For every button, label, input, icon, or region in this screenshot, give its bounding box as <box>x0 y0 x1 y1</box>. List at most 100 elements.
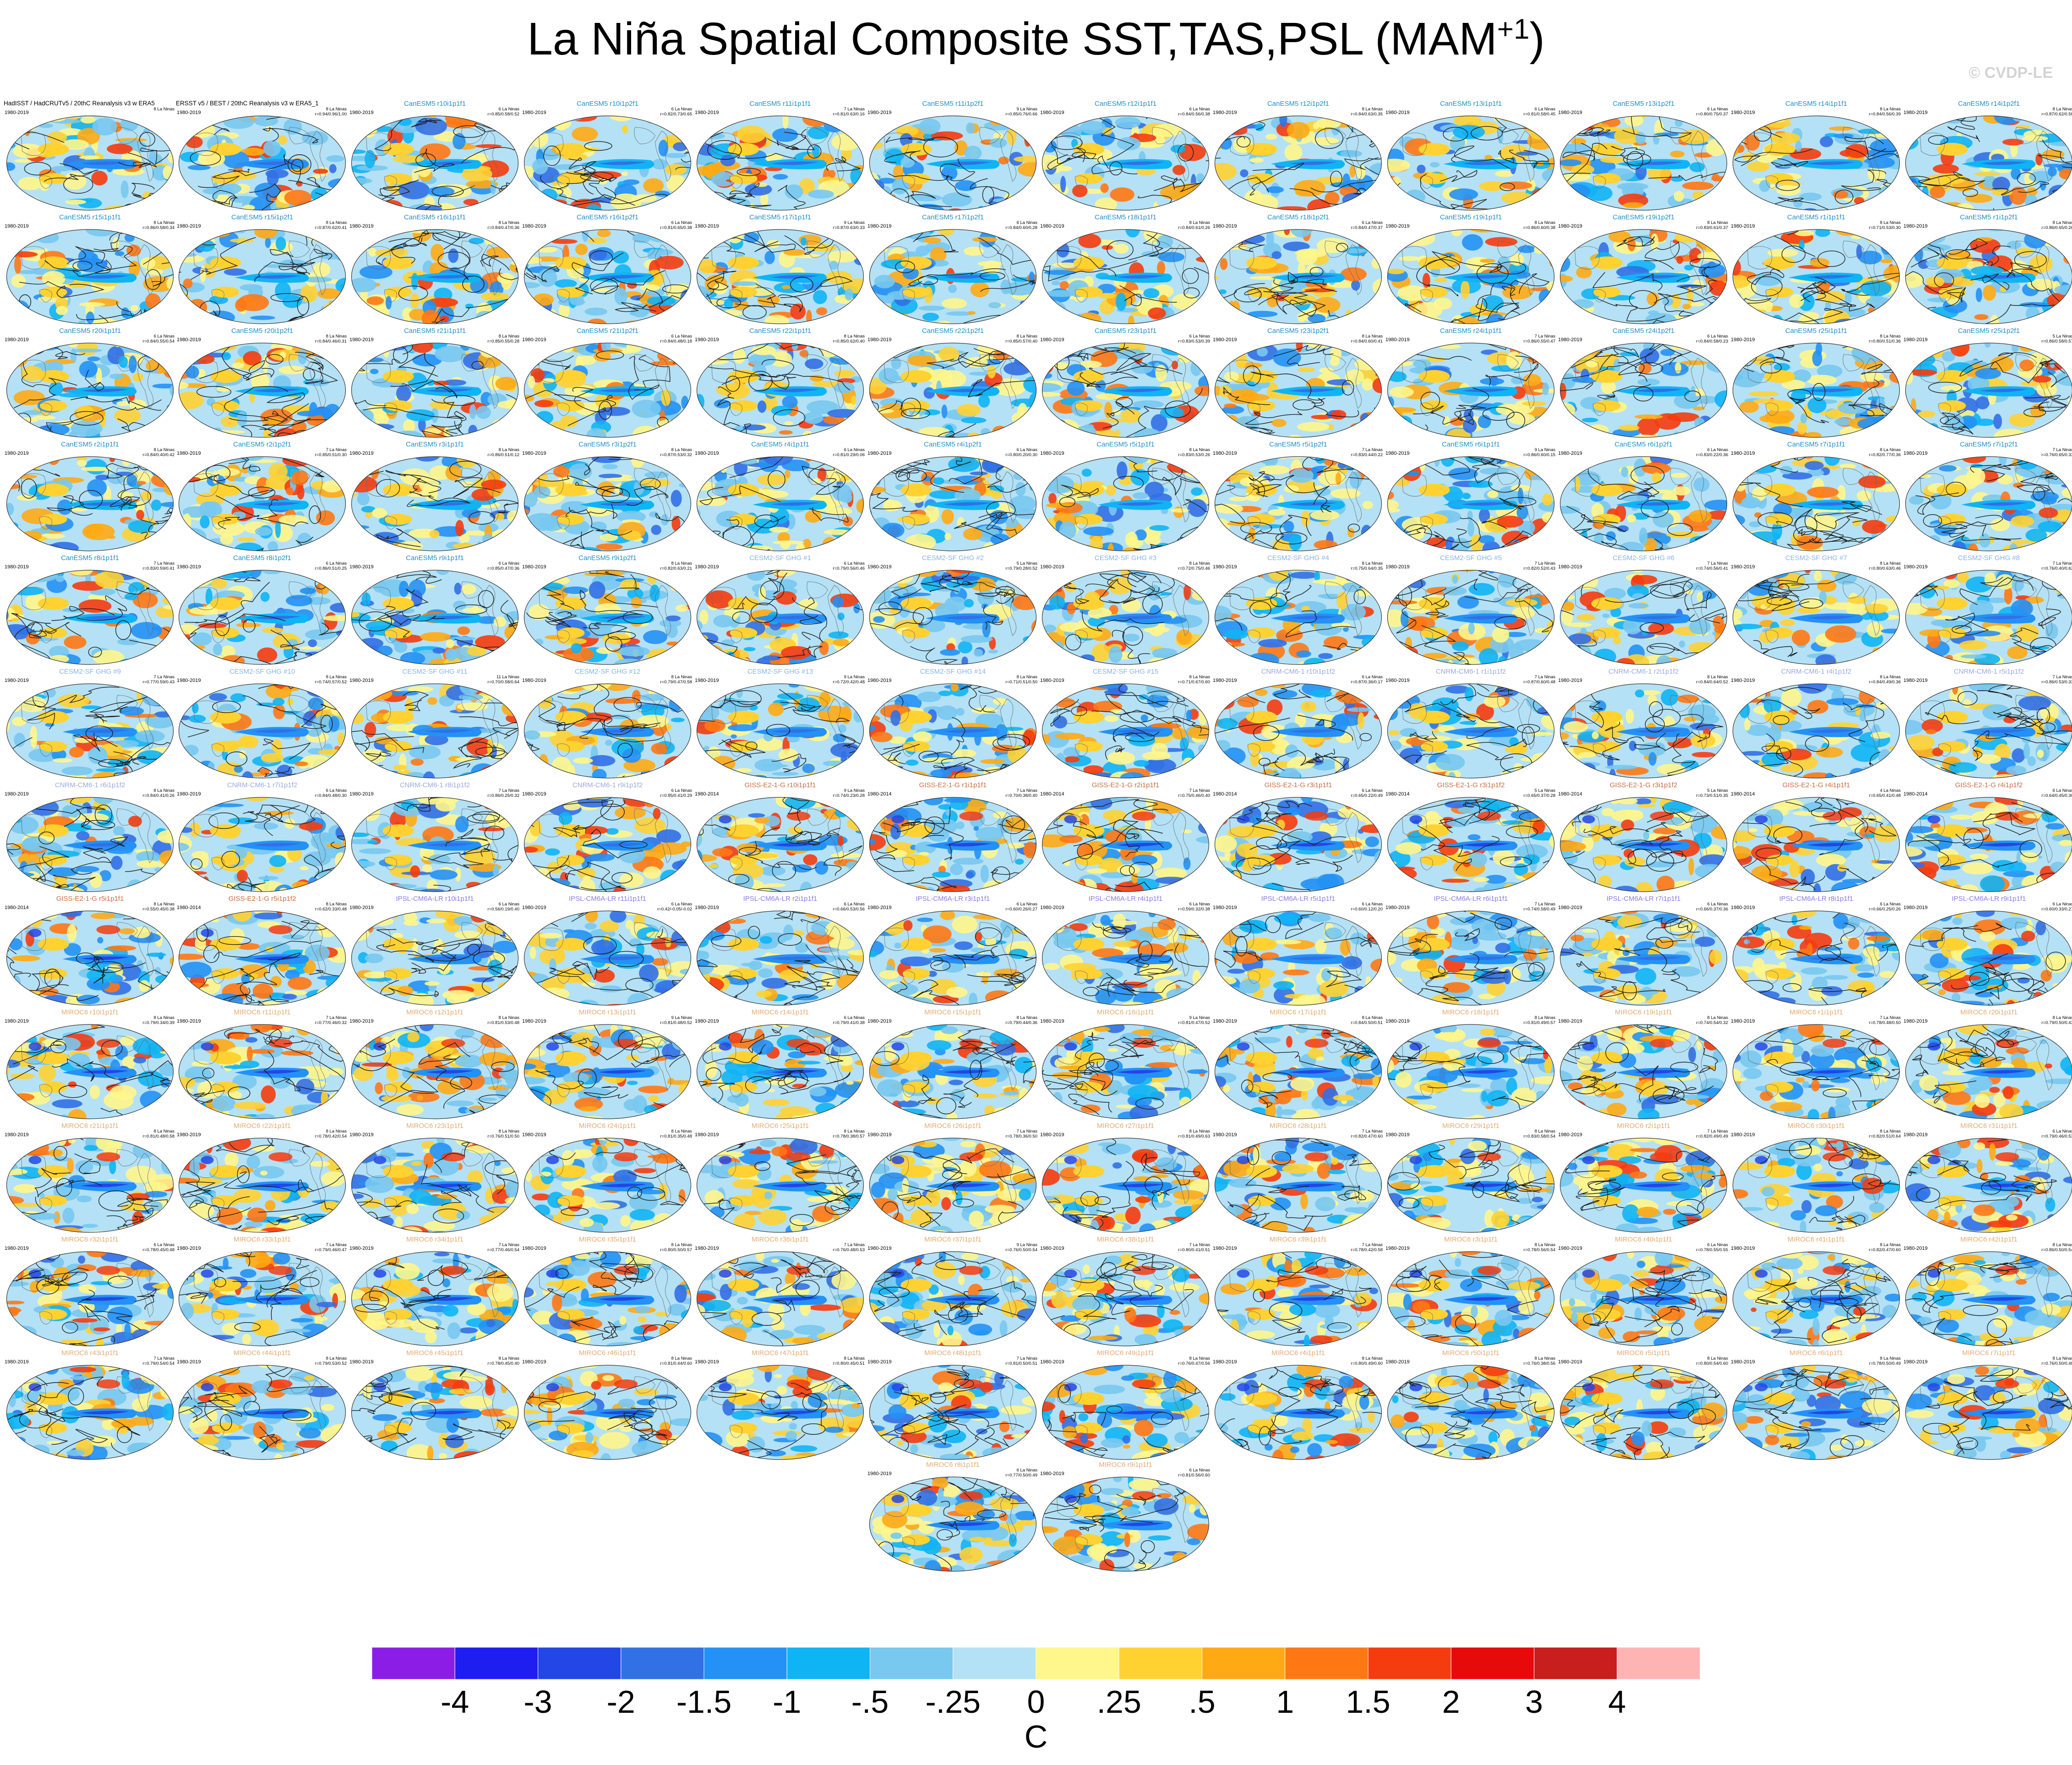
panel-title: GISS-E2-1-G r3i1p1f1 <box>1264 781 1332 789</box>
panel-title: CanESM5 r24i1p2f1 <box>1612 327 1675 335</box>
panel-stats: 8 La Ninas r=0.83/0.58/0.54 <box>1524 1129 1555 1139</box>
panel-title: CESM2-SF GHG #4 <box>1267 554 1330 562</box>
panel-years: 1980-2019 <box>695 223 719 229</box>
panel-years: 1980-2019 <box>349 1246 374 1251</box>
map-panel: MIROC6 r24i1p1f1 1980-2019 8 La Ninas r=0.8… <box>521 1122 694 1237</box>
figure-title: La Niña Spatial Composite SST,TAS,PSL (M… <box>0 13 2072 65</box>
panel-pattern-correlation: r=0.79/0.41/0.38 <box>833 1020 865 1025</box>
panel-pattern-correlation: r=0.86/0.51/0.12 <box>487 452 519 458</box>
composite-map <box>1732 1251 1900 1346</box>
composite-map <box>1559 1024 1728 1119</box>
composite-map <box>696 910 864 1006</box>
panel-stats: 9 La Ninas r=0.87/0.63/0.33 <box>833 220 865 230</box>
panel-stats: 6 La Ninas r=0.56/0.19/0.40 <box>488 902 519 912</box>
composite-map <box>1214 570 1382 665</box>
panel-event-count: 6 La Ninas <box>844 1015 865 1020</box>
panel-pattern-correlation: r=0.77/0.59/0.43 <box>142 680 174 685</box>
panel-map <box>4 1363 176 1464</box>
panel-event-count: 8 La Ninas <box>844 1129 865 1134</box>
panel-event-count: 6 La Ninas <box>1707 107 1728 112</box>
panel-pattern-correlation: r=0.86/0.25/0.32 <box>487 793 519 798</box>
composite-map <box>1387 570 1555 665</box>
panel-years: 1980-2019 <box>867 110 892 115</box>
panel-event-count: 6 La Ninas <box>1362 788 1383 793</box>
panel-years: 1980-2019 <box>349 791 374 797</box>
panel-title: MIROC6 r13i1p1f1 <box>578 1008 637 1016</box>
panel-pattern-correlation: r=0.72/0.42/0.48 <box>833 680 865 685</box>
panel-pattern-correlation: r=0.85/0.62/0.40 <box>833 339 865 344</box>
panel-pattern-correlation: r=0.86/0.58/0.57 <box>2041 339 2072 344</box>
panel-stats: 6 La Ninas r=0.81/0.29/0.06 <box>833 447 865 458</box>
map-panel: CanESM5 r18i1p1f1 1980-2019 8 La Ninas r=0.… <box>1039 213 1212 328</box>
panel-stats: 7 La Ninas r=0.74/0.58/0.49 <box>1524 902 1555 912</box>
panel-years: 1980-2019 <box>695 678 719 683</box>
map-panel: CanESM5 r16i1p1f1 1980-2019 8 La Ninas r=0.… <box>349 213 521 328</box>
panel-event-count: 8 La Ninas <box>671 1242 692 1247</box>
panel-pattern-correlation: r=0.84/0.60/0.28 <box>1005 225 1037 230</box>
panel-map <box>867 795 1039 896</box>
panel-map <box>521 1249 694 1351</box>
panel-stats: 9 La Ninas r=0.76/0.50/0.54 <box>1006 1242 1037 1253</box>
panel-stats: 6 La Ninas r=0.84/0.48/0.18 <box>660 334 692 344</box>
panel-map <box>1212 795 1385 896</box>
map-panel: CanESM5 r7i1p2f1 1980-2019 7 La Ninas r=0.7… <box>1903 441 2072 555</box>
panel-event-count: 8 La Ninas <box>1880 1129 1901 1134</box>
panel-map <box>4 341 176 442</box>
map-panel: MIROC6 r5i1p1f1 1980-2019 8 La Ninas r=0.80… <box>1557 1349 1730 1464</box>
panel-stats: 8 La Ninas r=0.84/0.50/0.51 <box>1351 1015 1383 1025</box>
colorbar-swatch <box>454 1647 538 1679</box>
panel-event-count: 6 La Ninas <box>671 788 692 793</box>
map-panel: CanESM5 r20i1p2f1 1980-2019 8 La Ninas r=0.… <box>176 327 349 441</box>
panel-title: CESM2-SF GHG #5 <box>1439 554 1502 562</box>
panel-title: MIROC6 r38i1p1f1 <box>1096 1236 1155 1243</box>
composite-map <box>1559 456 1728 551</box>
composite-map <box>1387 456 1555 551</box>
panel-years: 1980-2019 <box>177 1132 201 1138</box>
composite-map <box>1387 229 1555 324</box>
panel-map <box>694 341 867 442</box>
map-panel: CanESM5 r1i1p1f1 1980-2019 8 La Ninas r=0.7… <box>1730 213 1903 328</box>
panel-years: 1980-2019 <box>1731 1132 1755 1138</box>
map-panel: MIROC6 r42i1p1f1 1980-2019 8 La Ninas r=0.8… <box>1903 1236 2072 1350</box>
panel-map <box>1212 341 1385 442</box>
panel-map <box>349 568 521 669</box>
map-panel: MIROC6 r4i1p1f1 1980-2019 8 La Ninas r=0.80… <box>1212 1349 1385 1464</box>
panel-title: CESM2-SF GHG #11 <box>402 668 468 675</box>
map-panel: MIROC6 r2i1p1f1 1980-2019 7 La Ninas r=0.82… <box>1557 1122 1730 1237</box>
panel-title: MIROC6 r29i1p1f1 <box>1442 1122 1500 1130</box>
panel-title: CanESM5 r24i1p1f1 <box>1439 327 1502 335</box>
panel-event-count: 7 La Ninas <box>1707 561 1728 566</box>
panel-stats: 8 La Ninas r=0.80/0.51/0.36 <box>1869 334 1901 344</box>
colorbar-tick-label: 1 <box>1276 1684 1294 1720</box>
panel-stats: 6 La Ninas r=0.78/0.45/0.48 <box>143 1242 174 1253</box>
panel-event-count: 7 La Ninas <box>1362 447 1383 452</box>
panel-title: MIROC6 r36i1p1f1 <box>751 1236 809 1243</box>
panel-stats: 6 La Ninas r=0.85/0.58/0.52 <box>488 107 519 117</box>
composite-map <box>1559 570 1728 665</box>
panel-years: 1980-2019 <box>5 1246 29 1251</box>
map-panel: MIROC6 r47i1p1f1 1980-2019 8 La Ninas r=0.8… <box>694 1349 867 1464</box>
panel-title: CanESM5 r4i1p1f1 <box>751 441 809 448</box>
composite-map <box>1905 1251 2072 1346</box>
composite-map <box>1041 683 1210 779</box>
panel-title: CanESM5 r8i1p2f1 <box>233 554 291 562</box>
panel-stats: 8 La Ninas r=0.71/0.53/0.30 <box>1869 220 1901 230</box>
composite-map <box>6 910 174 1006</box>
panel-stats: 4 La Ninas r=0.65/0.41/0.48 <box>1869 788 1901 798</box>
panel-years: 1980-2019 <box>1731 678 1755 683</box>
panel-event-count: 8 La Ninas <box>1362 1015 1383 1020</box>
composite-map <box>6 1138 174 1233</box>
map-panel: CESM2-SF GHG #14 1980-2019 8 La Ninas r=0.7… <box>867 668 1039 782</box>
composite-map <box>1387 115 1555 211</box>
panel-stats: 8 La Ninas r=0.86/0.65/0.26 <box>2042 220 2072 230</box>
panel-map <box>1730 1249 1903 1351</box>
panel-years: 1980-2019 <box>1731 110 1755 115</box>
panel-event-count: 8 La Ninas <box>844 1356 865 1361</box>
colorbar-units: C <box>1024 1719 1048 1754</box>
panel-title: IPSL-CM6A-LR r9i1p1f1 <box>1952 895 2026 903</box>
panel-title: MIROC6 r41i1p1f1 <box>1787 1236 1845 1243</box>
panel-map <box>4 568 176 669</box>
panel-years: 1980-2019 <box>867 1359 892 1365</box>
panel-stats: 6 La Ninas r=0.79/0.46/0.53 <box>2042 1129 2072 1139</box>
panel-stats: 7 La Ninas r=0.81/0.50/0.51 <box>1006 1356 1037 1366</box>
